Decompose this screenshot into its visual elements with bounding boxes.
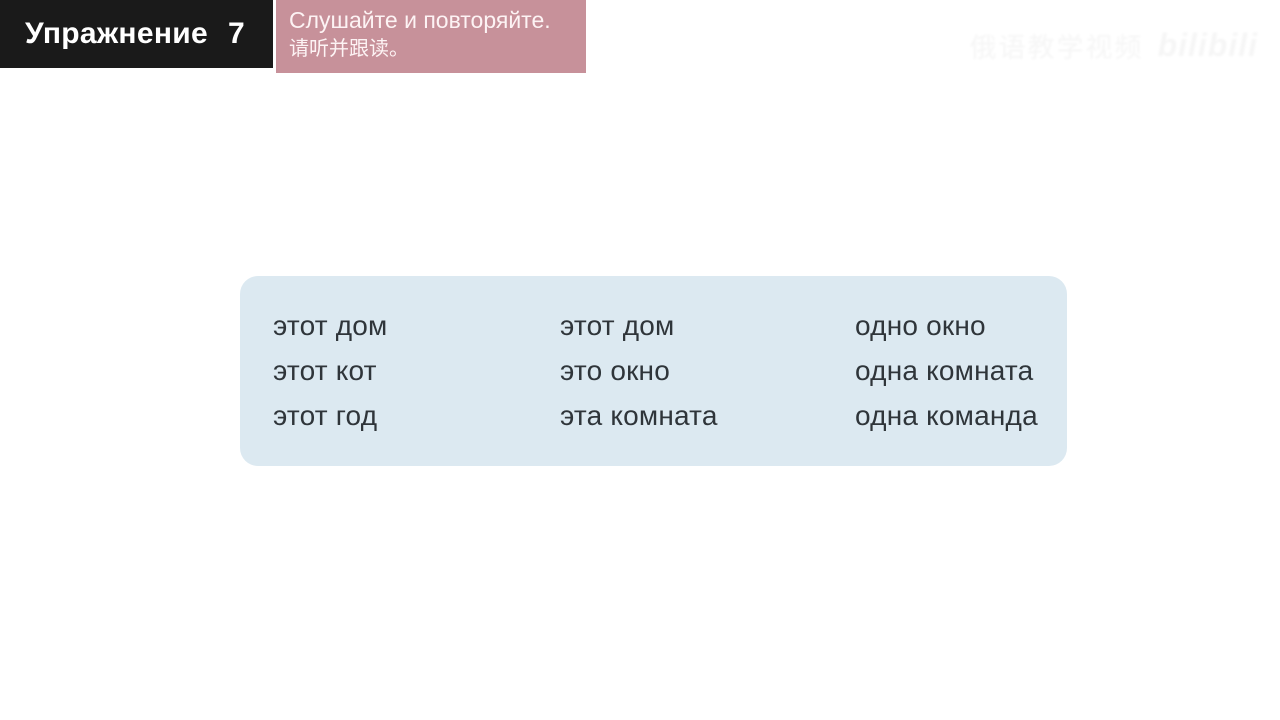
vocab-item: эта комната xyxy=(560,399,718,431)
vocab-item: одно окно xyxy=(855,309,986,341)
watermark-cjk-text: 俄语教学视频 xyxy=(969,33,1144,63)
vocab-card: этот дом этот дом одно окно этот кот это… xyxy=(240,276,1067,466)
vocab-item: это окно xyxy=(560,354,670,386)
vocab-item: этот год xyxy=(273,399,378,431)
exercise-label: Упражнение xyxy=(25,17,208,50)
bilibili-logo: bilibili xyxy=(1157,27,1258,63)
instruction-russian: Слушайте и повторяйте. xyxy=(289,7,551,33)
vocab-grid: этот дом этот дом одно окно этот кот это… xyxy=(240,276,1067,466)
exercise-number: 7 xyxy=(227,17,245,50)
vocab-item: этот кот xyxy=(273,354,377,386)
instruction-chinese: 请听并跟读。 xyxy=(289,38,409,60)
video-watermark: 俄语教学视频 bilibili xyxy=(970,26,1258,65)
vocab-item: одна комната xyxy=(855,354,1034,386)
vocab-item: одна команда xyxy=(855,399,1038,431)
vocab-item: этот дом xyxy=(273,309,388,341)
exercise-header-bar: Упражнение 7 xyxy=(0,0,273,68)
instruction-box: Слушайте и повторяйте. 请听并跟读。 xyxy=(276,0,586,73)
vocab-item: этот дом xyxy=(560,309,675,341)
